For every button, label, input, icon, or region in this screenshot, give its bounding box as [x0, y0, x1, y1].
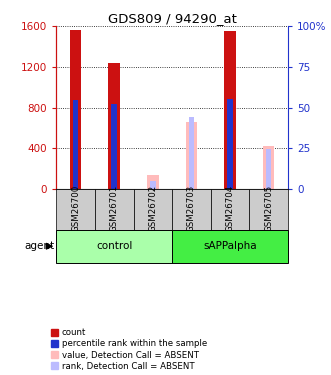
Bar [227, 99, 233, 189]
Text: GSM26702: GSM26702 [148, 185, 157, 232]
Bar [70, 30, 81, 189]
Text: GSM26703: GSM26703 [187, 185, 196, 232]
Bar [266, 150, 271, 189]
Text: GSM26704: GSM26704 [225, 185, 235, 232]
Bar [109, 63, 120, 189]
Legend: count, percentile rank within the sample, value, Detection Call = ABSENT, rank, : count, percentile rank within the sample… [51, 328, 207, 371]
Bar [150, 181, 156, 189]
Bar [263, 146, 274, 189]
Bar [73, 100, 78, 189]
Bar [249, 189, 288, 230]
Text: GSM26705: GSM26705 [264, 185, 273, 232]
Bar [56, 189, 95, 230]
Bar [133, 189, 172, 230]
Bar [172, 230, 288, 262]
Bar [95, 189, 133, 230]
Bar [112, 104, 117, 189]
Bar [211, 189, 249, 230]
Bar [189, 117, 194, 189]
Title: GDS809 / 94290_at: GDS809 / 94290_at [108, 12, 237, 25]
Text: sAPPalpha: sAPPalpha [203, 241, 257, 251]
Text: agent: agent [24, 241, 54, 251]
Text: control: control [96, 241, 132, 251]
Bar [147, 175, 159, 189]
Text: GSM26701: GSM26701 [110, 185, 119, 232]
Bar [56, 230, 172, 262]
Bar [172, 189, 211, 230]
Bar [186, 122, 197, 189]
Bar [224, 31, 236, 189]
Text: GSM26700: GSM26700 [71, 185, 80, 232]
